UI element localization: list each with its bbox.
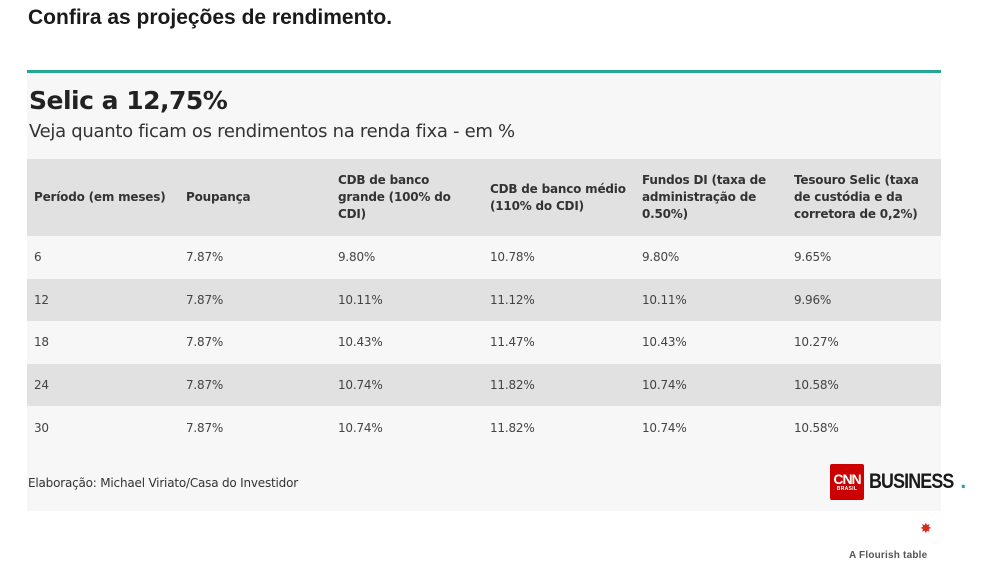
cnn-brasil-business-logo: CNN BRASIL BUSINESS .: [830, 464, 966, 500]
table-cell: 10.11%: [331, 278, 483, 322]
table-cell: 10.27%: [787, 321, 941, 364]
table-cell: 6: [27, 236, 179, 279]
table-cell: 10.58%: [787, 406, 941, 449]
column-header[interactable]: Período (em meses): [27, 159, 179, 236]
table-cell: 7.87%: [179, 321, 331, 364]
table-cell: 10.43%: [635, 321, 787, 364]
table-cell: 24: [27, 363, 179, 407]
table-cell: 18: [27, 321, 179, 364]
logo-business-text: BUSINESS: [869, 470, 954, 493]
table-cell: 7.87%: [179, 278, 331, 322]
table-cell: 10.74%: [331, 406, 483, 449]
table-cell: 7.87%: [179, 406, 331, 449]
column-header[interactable]: Tesouro Selic (taxa de custódia e da cor…: [787, 159, 941, 236]
table-cell: 10.58%: [787, 363, 941, 407]
table-cell: 11.12%: [483, 278, 635, 322]
flourish-credit-link[interactable]: A Flourish table: [849, 550, 928, 561]
cnn-brasil-logo-box: CNN BRASIL: [830, 464, 864, 500]
logo-brasil-text: BRASIL: [836, 486, 858, 492]
flourish-table-card: Selic a 12,75% Veja quanto ficam os rend…: [27, 70, 966, 511]
table-row: 6 7.87% 9.80% 10.78% 9.80% 9.65%: [27, 236, 941, 279]
logo-dot: .: [960, 470, 967, 493]
source-note: Elaboração: Michael Viriato/Casa do Inve…: [28, 476, 298, 490]
table-cell: 11.82%: [483, 363, 635, 407]
table-cell: 10.74%: [635, 363, 787, 407]
table-cell: 7.87%: [179, 236, 331, 279]
page-headline: Confira as projeções de rendimento.: [28, 6, 393, 29]
table-cell: 9.80%: [331, 236, 483, 279]
column-header[interactable]: Fundos DI (taxa de administração de 0.50…: [635, 159, 787, 236]
yields-table: Período (em meses) Poupança CDB de banco…: [27, 159, 941, 449]
table-cell: 12: [27, 278, 179, 322]
table-cell: 10.78%: [483, 236, 635, 279]
table-subtitle: Veja quanto ficam os rendimentos na rend…: [29, 121, 515, 142]
table-cell: 9.96%: [787, 278, 941, 322]
column-header[interactable]: CDB de banco médio (110% do CDI): [483, 159, 635, 236]
table-cell: 10.43%: [331, 321, 483, 364]
table-cell: 7.87%: [179, 363, 331, 407]
table-cell: 10.11%: [635, 278, 787, 322]
table-cell: 11.82%: [483, 406, 635, 449]
table-cell: 10.74%: [331, 363, 483, 407]
table-cell: 30: [27, 406, 179, 449]
table-row: 18 7.87% 10.43% 11.47% 10.43% 10.27%: [27, 321, 941, 364]
table-header-row: Período (em meses) Poupança CDB de banco…: [27, 159, 941, 236]
column-header[interactable]: Poupança: [179, 159, 331, 236]
table-row: 12 7.87% 10.11% 11.12% 10.11% 9.96%: [27, 278, 941, 322]
table-cell: 10.74%: [635, 406, 787, 449]
table-cell: 9.80%: [635, 236, 787, 279]
table-title: Selic a 12,75%: [29, 86, 228, 115]
column-header[interactable]: CDB de banco grande (100% do CDI): [331, 159, 483, 236]
table-cell: 9.65%: [787, 236, 941, 279]
flourish-icon[interactable]: ✸: [920, 520, 932, 536]
table-row: 30 7.87% 10.74% 11.82% 10.74% 10.58%: [27, 406, 941, 449]
table-cell: 11.47%: [483, 321, 635, 364]
logo-cnn-text: CNN: [833, 471, 861, 487]
table-row: 24 7.87% 10.74% 11.82% 10.74% 10.58%: [27, 363, 941, 407]
